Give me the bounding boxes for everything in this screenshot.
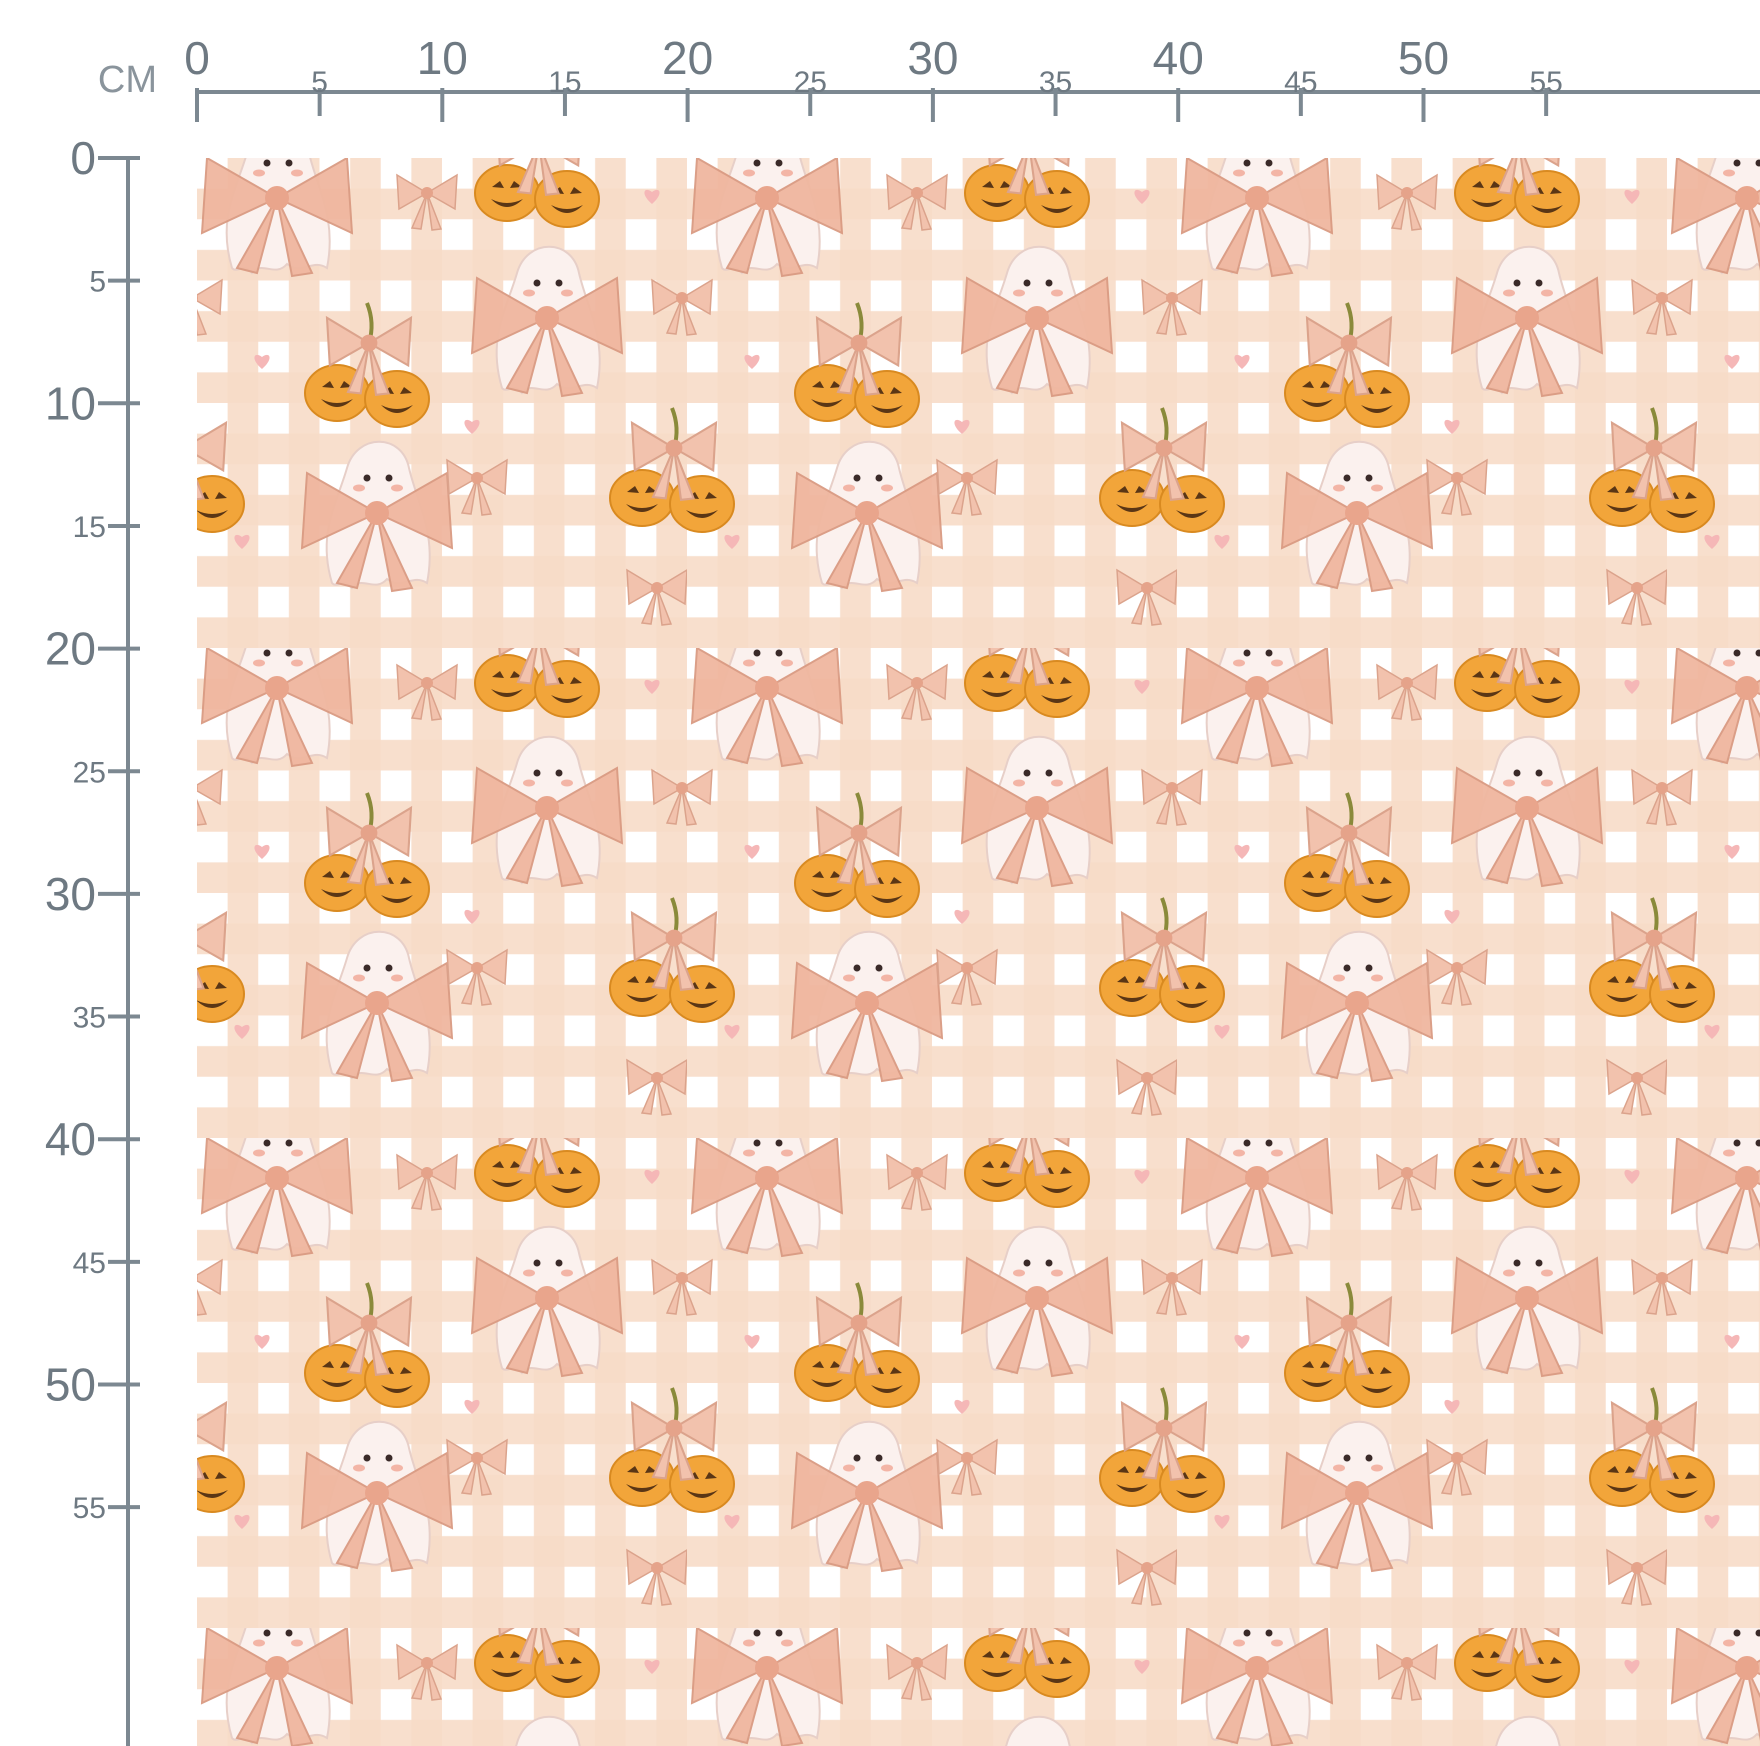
top-tick-label: 40 [1153,32,1204,84]
top-tick-label: 15 [548,66,581,99]
top-tick-label: 50 [1398,32,1449,84]
left-tick-label: 25 [73,756,106,789]
left-tick-label: 15 [73,511,106,544]
left-tick-label: 5 [89,266,106,299]
top-tick-label: 45 [1284,66,1317,99]
top-tick-label: 10 [417,32,468,84]
top-tick-label: 35 [1039,66,1072,99]
top-tick-label: 5 [311,66,328,99]
ruler-ticks: 0 5 10 15 20 25 30 35 40 45 50 55 0 5 10 15 20 25 30 35 40 45… [45,32,1563,1525]
left-tick-label: 0 [70,132,96,184]
top-tick-label: 25 [794,66,827,99]
top-tick-label: 0 [184,32,210,84]
left-tick-label: 55 [73,1492,106,1525]
print-motifs [197,158,1760,1746]
left-tick-label: 45 [73,1247,106,1280]
top-tick-label: 30 [907,32,958,84]
unit-label: CM [98,59,157,101]
top-tick-label: 20 [662,32,713,84]
top-tick-label: 55 [1529,66,1562,99]
left-tick-label: 10 [45,377,96,429]
left-tick-label: 50 [45,1359,96,1411]
left-tick-label: 20 [45,623,96,675]
left-tick-label: 30 [45,868,96,920]
left-tick-label: 40 [45,1113,96,1165]
left-tick-label: 35 [73,1002,106,1035]
